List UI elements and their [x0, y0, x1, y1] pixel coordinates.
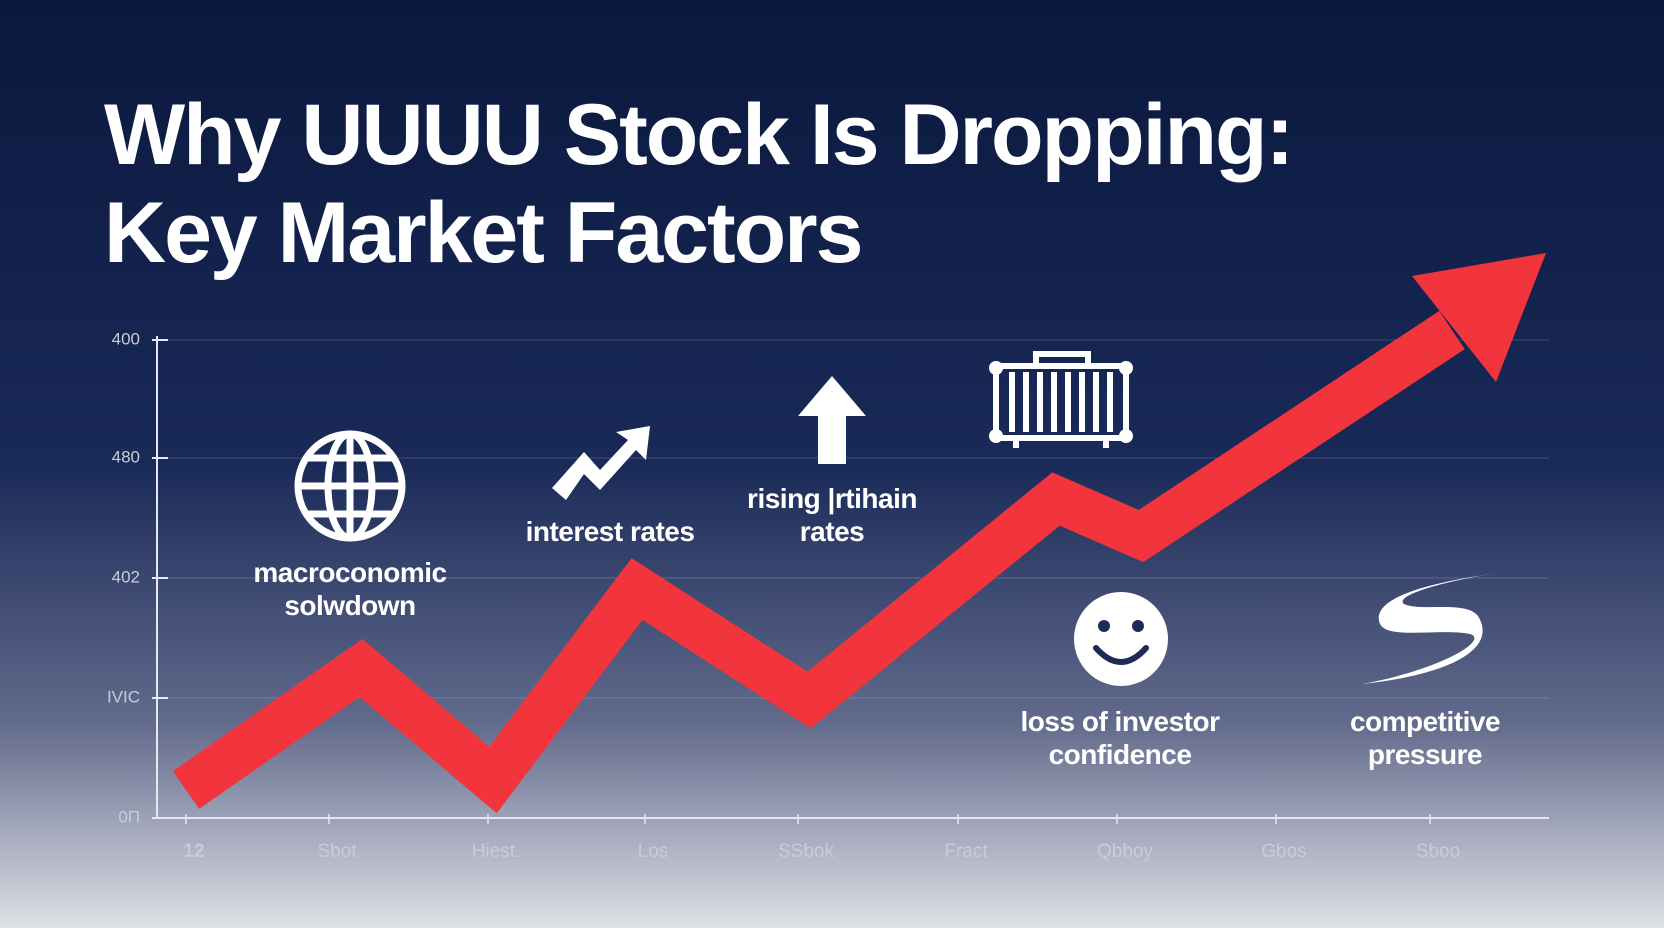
- factor-label: pressure: [1368, 739, 1482, 770]
- title-line: Why UUUU Stock Is Dropping:: [104, 87, 1292, 183]
- globe-icon: [294, 430, 406, 542]
- y-label: IVIC: [107, 687, 140, 706]
- y-label: 400: [112, 329, 140, 348]
- x-label: Gbos: [1261, 841, 1306, 862]
- x-label: Fract: [944, 841, 988, 862]
- swoosh-icon: [1362, 574, 1492, 684]
- container-icon: [989, 351, 1133, 448]
- smiley-icon: [1074, 592, 1168, 686]
- x-label: Hiest.: [472, 841, 521, 862]
- x-label: Los: [638, 841, 669, 862]
- factor-label: loss of investor: [1021, 706, 1221, 737]
- factor-label: rising |rtihain: [747, 483, 917, 514]
- red-arrow: [172, 310, 1465, 814]
- factor-label: competitive: [1350, 706, 1500, 737]
- up-arrow-icon: [798, 376, 866, 464]
- factor-label: confidence: [1049, 739, 1192, 770]
- factor-label: rates: [800, 516, 864, 547]
- y-label: 0П: [118, 807, 140, 826]
- factor-label: solwdown: [284, 590, 415, 621]
- title-line: Key Market Factors: [104, 185, 861, 281]
- trend-icon: [552, 426, 650, 500]
- x-label: Sboo: [1416, 841, 1460, 862]
- x-label: Qbboy: [1097, 841, 1153, 862]
- red-arrow-head: [1412, 253, 1546, 382]
- y-label: 480: [112, 447, 140, 466]
- factor-label: interest rates: [526, 516, 695, 547]
- y-label: 402: [112, 567, 140, 586]
- x-label: Sbot: [317, 841, 357, 862]
- x-label: SSbok: [778, 841, 834, 862]
- x-label: 12: [183, 841, 204, 862]
- factor-label: macroconomic: [253, 557, 446, 588]
